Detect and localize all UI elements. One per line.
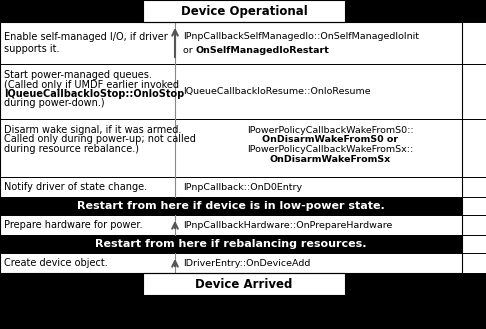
Text: IPowerPolicyCallbackWakeFromSx::: IPowerPolicyCallbackWakeFromSx:: bbox=[247, 145, 414, 154]
Text: Restart from here if rebalancing resources.: Restart from here if rebalancing resourc… bbox=[95, 239, 367, 249]
Text: or: or bbox=[183, 46, 196, 55]
Text: during power-down.): during power-down.) bbox=[4, 98, 104, 109]
Text: Device Arrived: Device Arrived bbox=[195, 277, 293, 291]
Text: Restart from here if device is in low-power state.: Restart from here if device is in low-po… bbox=[77, 201, 385, 211]
Bar bbox=[0, 235, 462, 253]
Text: IDriverEntry::OnDeviceAdd: IDriverEntry::OnDeviceAdd bbox=[183, 259, 311, 267]
Bar bbox=[0, 119, 486, 177]
Bar bbox=[143, 273, 345, 295]
Bar bbox=[0, 64, 486, 119]
Text: OnDisarmWakeFromS0 or: OnDisarmWakeFromS0 or bbox=[262, 136, 399, 144]
Bar bbox=[0, 215, 486, 235]
Text: IPowerPolicyCallbackWakeFromS0::: IPowerPolicyCallbackWakeFromS0:: bbox=[247, 126, 414, 135]
Bar bbox=[0, 22, 486, 64]
Bar bbox=[0, 177, 486, 197]
Text: during resource rebalance.): during resource rebalance.) bbox=[4, 144, 139, 154]
Bar bbox=[0, 197, 462, 215]
Text: Create device object.: Create device object. bbox=[4, 258, 108, 268]
Text: Disarm wake signal, if it was armed.: Disarm wake signal, if it was armed. bbox=[4, 125, 181, 135]
Text: IQueueCallbackIoResume::OnIoResume: IQueueCallbackIoResume::OnIoResume bbox=[183, 87, 371, 96]
Text: (Called only if UMDF earlier invoked: (Called only if UMDF earlier invoked bbox=[4, 80, 179, 89]
Text: Prepare hardware for power.: Prepare hardware for power. bbox=[4, 220, 142, 230]
Bar bbox=[0, 22, 462, 273]
Text: Device Operational: Device Operational bbox=[181, 5, 307, 17]
Text: IQueueCallbackIoStop::OnIoStop: IQueueCallbackIoStop::OnIoStop bbox=[4, 89, 184, 99]
Text: Enable self-managed I/O, if driver
supports it.: Enable self-managed I/O, if driver suppo… bbox=[4, 32, 168, 54]
Text: OnSelfManagedIoRestart: OnSelfManagedIoRestart bbox=[195, 46, 329, 55]
Text: IPnpCallback::OnD0Entry: IPnpCallback::OnD0Entry bbox=[183, 183, 302, 191]
Bar bbox=[0, 253, 486, 273]
Text: Called only during power-up; not called: Called only during power-up; not called bbox=[4, 135, 196, 144]
Bar bbox=[143, 0, 345, 22]
Bar bbox=[0, 22, 486, 273]
Text: Start power-managed queues.: Start power-managed queues. bbox=[4, 70, 152, 80]
Text: IPnpCallbackHardware::OnPrepareHardware: IPnpCallbackHardware::OnPrepareHardware bbox=[183, 220, 392, 230]
Text: Notify driver of state change.: Notify driver of state change. bbox=[4, 182, 147, 192]
Text: OnDisarmWakeFromSx: OnDisarmWakeFromSx bbox=[270, 155, 391, 164]
Text: IPnpCallbackSelfManagedIo::OnSelfManagedIoInit: IPnpCallbackSelfManagedIo::OnSelfManaged… bbox=[183, 32, 419, 41]
